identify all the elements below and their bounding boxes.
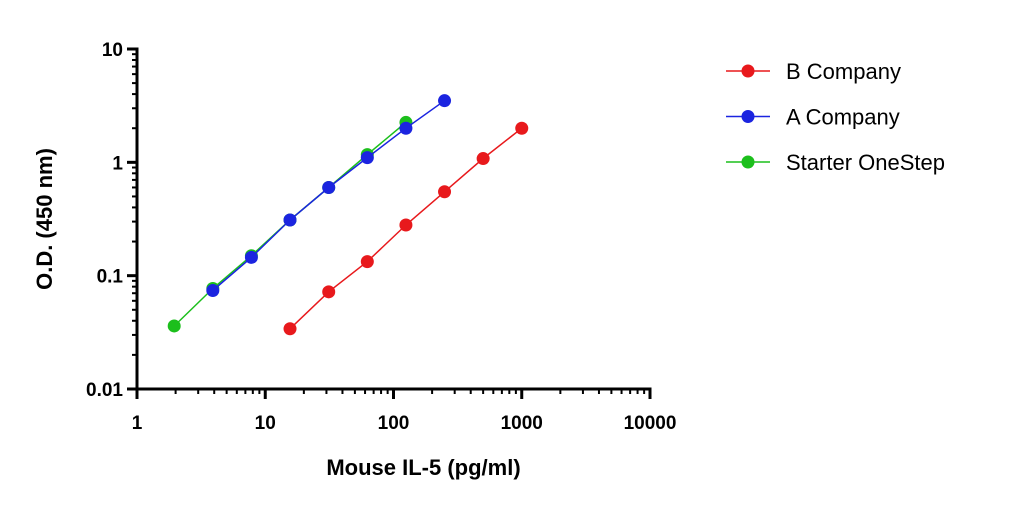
legend: B Company A Company Starter OneStep (726, 59, 945, 175)
data-point (167, 319, 181, 333)
y-axis-title: O.D. (450 nm) (32, 148, 57, 290)
series-layer (167, 94, 529, 336)
data-point (438, 94, 452, 108)
legend-marker (741, 110, 755, 123)
axes: 0.01 0.1 1 10 1 10 100 1000 10000 (86, 40, 676, 434)
x-tick-label: 1000 (501, 413, 543, 434)
data-point (438, 185, 452, 199)
data-point (206, 283, 220, 297)
data-point (322, 285, 336, 299)
y-tick-label: 10 (102, 40, 123, 61)
y-tick-label: 0.01 (86, 380, 123, 401)
series-b-company (283, 121, 529, 336)
data-point (399, 218, 413, 232)
legend-marker (741, 155, 755, 169)
data-point (360, 255, 374, 269)
data-point (283, 213, 297, 227)
legend-item: B Company (726, 59, 901, 84)
legend-label: Starter OneStep (786, 150, 945, 175)
x-axis-title: Mouse IL-5 (pg/ml) (326, 455, 520, 480)
x-tick-label: 1 (132, 413, 143, 434)
y-tick-label: 1 (112, 153, 123, 174)
legend-marker (741, 64, 755, 78)
x-tick-label: 10000 (624, 413, 677, 434)
x-tick-label: 100 (378, 413, 410, 434)
data-point (399, 121, 413, 135)
legend-item: Starter OneStep (726, 150, 945, 175)
data-point (515, 121, 529, 135)
series-a-company (206, 94, 452, 297)
data-point (476, 152, 490, 166)
data-point (322, 180, 336, 194)
legend-label: B Company (786, 59, 901, 84)
x-tick-label: 10 (255, 413, 276, 434)
data-point (360, 151, 374, 165)
legend-item: A Company (726, 105, 900, 130)
data-point (244, 250, 258, 264)
legend-label: A Company (786, 105, 900, 130)
data-point (283, 322, 297, 336)
y-tick-label: 0.1 (97, 267, 124, 288)
